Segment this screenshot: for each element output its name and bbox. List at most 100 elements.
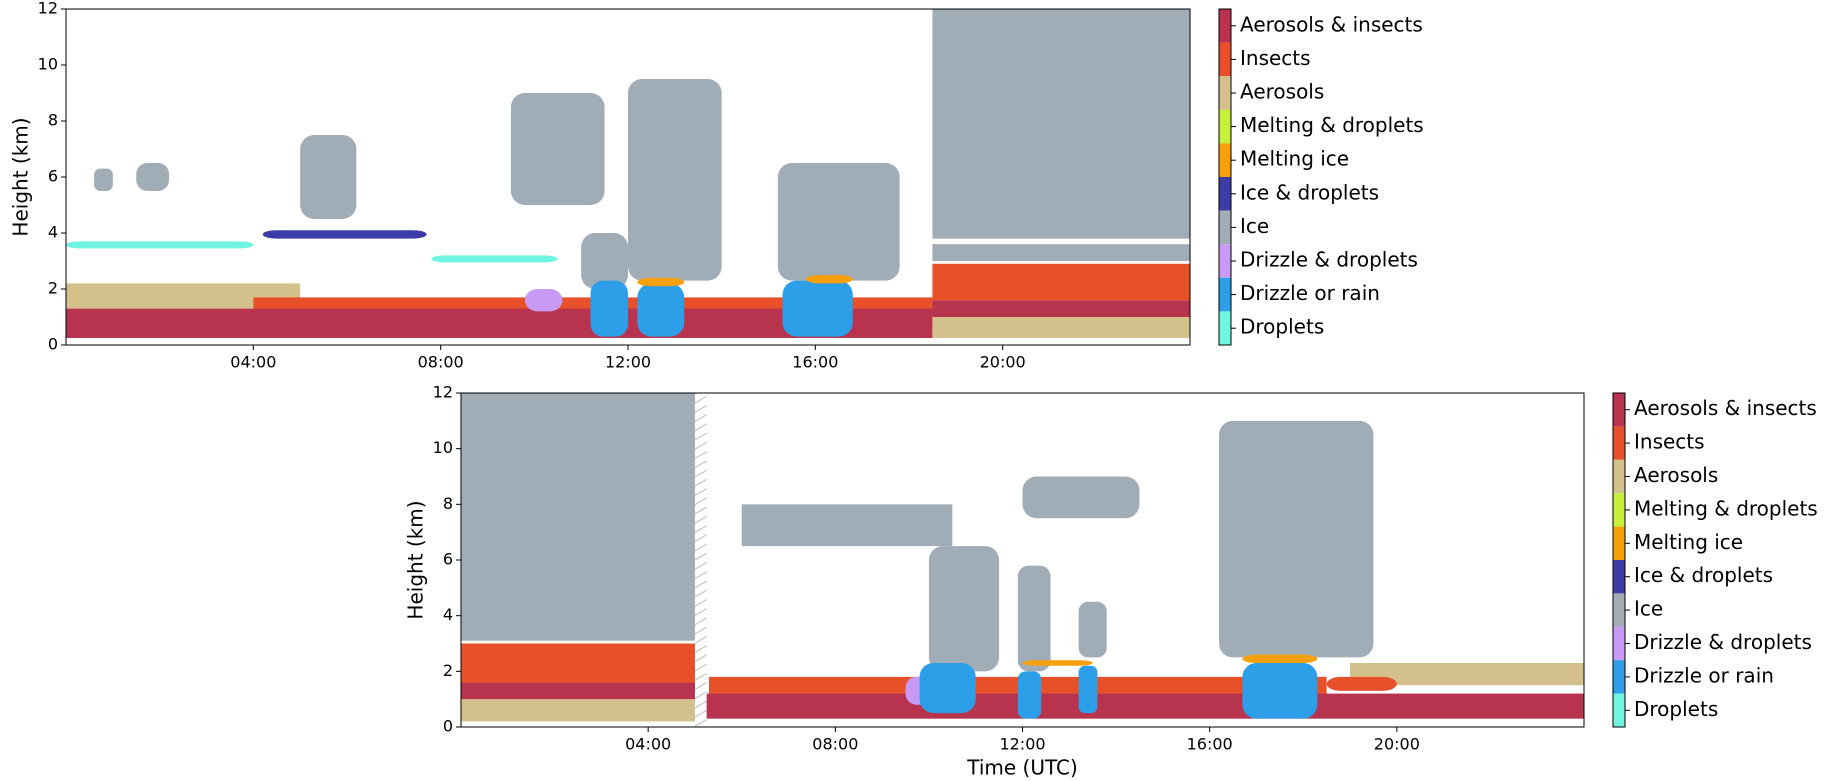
class-region (1242, 654, 1318, 663)
legend-swatch (1613, 426, 1625, 460)
class-region (1350, 662, 1584, 686)
legend-label: Drizzle & droplets (1634, 630, 1812, 654)
class-region (581, 233, 628, 289)
legend-swatch (1613, 593, 1625, 627)
x-tick-label: 04:00 (230, 353, 276, 372)
legend-swatch (1219, 311, 1231, 345)
class-region (637, 277, 685, 287)
legend-label: Ice (1240, 214, 1269, 238)
class-region (628, 79, 722, 281)
x-tick-label: 08:00 (418, 353, 464, 372)
class-region (637, 283, 685, 337)
class-region (1078, 601, 1107, 658)
legend-label: Drizzle & droplets (1240, 248, 1418, 272)
y-tick-label: 12 (433, 383, 453, 402)
class-region (1022, 660, 1093, 666)
y-tick-label: 8 (443, 494, 453, 513)
legend-label: Ice (1634, 597, 1663, 621)
legend-swatch (1219, 277, 1231, 312)
x-tick-label: 04:00 (625, 735, 671, 754)
class-region (461, 682, 695, 700)
x-tick-label: 16:00 (1187, 735, 1233, 754)
class-region (262, 230, 427, 239)
class-region (706, 693, 1584, 719)
legend-label: Droplets (1634, 697, 1718, 721)
legend-label: Drizzle or rain (1240, 281, 1380, 305)
legend-label: Droplets (1240, 315, 1324, 339)
legend-label: Aerosols (1634, 463, 1718, 487)
legend-swatch (1219, 244, 1231, 278)
x-tick-label: 12:00 (999, 735, 1045, 754)
legend-label: Aerosols (1240, 80, 1324, 104)
x-tick-label: 16:00 (792, 353, 838, 372)
class-region (932, 244, 1190, 261)
legend-swatch (1613, 526, 1625, 560)
y-axis-label: Height (km) (9, 117, 33, 236)
legend-swatch (1613, 393, 1625, 427)
y-tick-label: 4 (48, 223, 58, 242)
legend-label: Aerosols & insects (1634, 396, 1817, 420)
y-tick-label: 2 (48, 279, 58, 298)
legend-swatch (1219, 9, 1231, 43)
class-region (1022, 476, 1140, 519)
y-tick-label: 8 (48, 111, 58, 130)
class-region (431, 255, 558, 263)
class-region (1017, 565, 1051, 672)
legend-swatch (1219, 42, 1231, 77)
class-region (741, 504, 953, 547)
legend-swatch (1613, 626, 1625, 661)
class-region (1242, 662, 1318, 719)
colorbar-frame (1612, 392, 1626, 728)
legend-label: Aerosols & insects (1240, 12, 1423, 36)
class-region (782, 280, 853, 337)
class-region (932, 263, 1190, 301)
legend-swatch (1613, 493, 1625, 527)
class-region (1017, 671, 1042, 719)
y-tick-label: 6 (48, 167, 58, 186)
class-region (461, 699, 695, 722)
colorbar-frame (1218, 8, 1232, 346)
y-tick-label: 10 (38, 55, 58, 74)
class-region (510, 93, 605, 205)
legend-swatch (1613, 693, 1625, 727)
x-tick-label: 20:00 (1374, 735, 1420, 754)
legend-label: Melting ice (1240, 147, 1349, 171)
legend-label: Ice & droplets (1240, 180, 1379, 204)
legend-label: Insects (1240, 46, 1311, 70)
y-tick-label: 4 (443, 605, 453, 624)
legend-label: Drizzle or rain (1634, 663, 1774, 687)
x-tick-label: 12:00 (605, 353, 651, 372)
class-region (66, 241, 254, 249)
missing-data (694, 393, 707, 727)
class-region (1078, 665, 1098, 714)
legend-label: Ice & droplets (1634, 563, 1773, 587)
y-tick-label: 12 (38, 0, 58, 18)
class-region (524, 289, 563, 312)
class-region (300, 135, 357, 219)
legend-label: Melting ice (1634, 530, 1743, 554)
class-region (928, 546, 1000, 672)
class-region (932, 300, 1190, 317)
class-region (932, 9, 1190, 239)
x-tick-label: 20:00 (980, 353, 1026, 372)
class-region (1326, 676, 1397, 691)
class-region (1219, 420, 1374, 658)
y-tick-label: 2 (443, 661, 453, 680)
legend-swatch (1613, 459, 1625, 494)
y-tick-label: 0 (48, 335, 58, 354)
y-tick-label: 6 (443, 550, 453, 569)
class-region (919, 662, 976, 714)
legend-swatch (1219, 177, 1231, 211)
legend-swatch (1219, 210, 1231, 245)
legend-swatch (1219, 76, 1231, 110)
class-region (932, 317, 1190, 338)
legend-swatch (1613, 560, 1625, 594)
legend-label: Insects (1634, 430, 1705, 454)
class-region (777, 163, 900, 281)
legend-swatch (1219, 109, 1231, 144)
class-region (136, 163, 170, 191)
x-tick-label: 08:00 (812, 735, 858, 754)
legend-label: Melting & droplets (1634, 496, 1818, 520)
